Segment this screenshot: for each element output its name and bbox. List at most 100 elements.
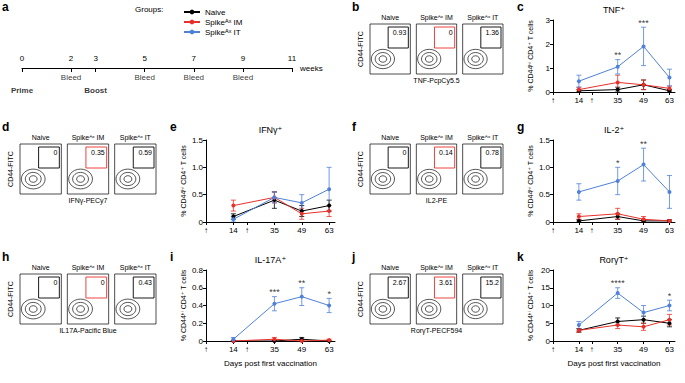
svg-text:35: 35 xyxy=(613,226,622,235)
svg-text:35: 35 xyxy=(613,345,622,354)
svg-text:Naive: Naive xyxy=(32,264,50,271)
svg-text:0: 0 xyxy=(53,149,57,156)
svg-text:k: k xyxy=(517,250,524,264)
svg-text:0: 0 xyxy=(20,54,25,63)
svg-text:20: 20 xyxy=(541,266,550,275)
svg-text:Spikeᴬˣ IT: Spikeᴬˣ IT xyxy=(205,28,241,37)
svg-text:0.14: 0.14 xyxy=(439,149,453,156)
svg-text:CD44-FITC: CD44-FITC xyxy=(357,151,364,187)
svg-text:RorγT⁺: RorγT⁺ xyxy=(599,255,628,265)
svg-text:0: 0 xyxy=(546,88,551,97)
svg-text:CD44-FITC: CD44-FITC xyxy=(357,31,364,67)
svg-text:0.59: 0.59 xyxy=(138,149,152,156)
svg-text:g: g xyxy=(517,120,524,134)
svg-text:14: 14 xyxy=(574,345,583,354)
svg-text:Boost: Boost xyxy=(84,86,107,95)
svg-text:0.8: 0.8 xyxy=(192,266,204,275)
svg-text:d: d xyxy=(2,120,9,134)
svg-text:2: 2 xyxy=(69,54,74,63)
svg-text:Naive: Naive xyxy=(381,134,399,141)
svg-text:% CD44ʰⁱ CD4⁺ T cells: % CD44ʰⁱ CD4⁺ T cells xyxy=(527,20,534,92)
svg-text:IFNγ-PECy7: IFNγ-PECy7 xyxy=(69,197,108,205)
svg-text:Spikeᴬˣ IM: Spikeᴬˣ IM xyxy=(420,264,453,272)
svg-text:0: 0 xyxy=(101,279,105,286)
svg-text:weeks: weeks xyxy=(299,64,323,73)
svg-text:1.0: 1.0 xyxy=(192,163,204,172)
svg-text:15: 15 xyxy=(541,283,550,292)
svg-text:Groups:: Groups: xyxy=(135,5,163,14)
svg-text:14: 14 xyxy=(574,96,583,105)
svg-text:**: ** xyxy=(614,50,622,60)
svg-text:1.0: 1.0 xyxy=(539,163,551,172)
svg-text:0: 0 xyxy=(199,337,204,346)
svg-text:↑: ↑ xyxy=(551,345,555,354)
svg-text:Spikeᴬˣ IT: Spikeᴬˣ IT xyxy=(467,134,499,142)
svg-text:63: 63 xyxy=(325,226,334,235)
svg-text:% CD44ʰⁱ CD4⁺ T cells: % CD44ʰⁱ CD4⁺ T cells xyxy=(180,145,187,217)
svg-text:49: 49 xyxy=(639,96,648,105)
svg-text:b: b xyxy=(352,0,359,14)
svg-text:CD44-FITC: CD44-FITC xyxy=(7,281,14,317)
svg-text:***: *** xyxy=(269,287,280,297)
svg-text:63: 63 xyxy=(325,345,334,354)
svg-text:3: 3 xyxy=(93,54,98,63)
svg-text:Naive: Naive xyxy=(381,14,399,21)
svg-text:14: 14 xyxy=(229,226,238,235)
svg-text:*: * xyxy=(668,291,672,301)
svg-text:0.4: 0.4 xyxy=(192,301,204,310)
svg-text:0.43: 0.43 xyxy=(138,279,152,286)
svg-text:% CD44ʰⁱ CD4⁺ T cells: % CD44ʰⁱ CD4⁺ T cells xyxy=(527,145,534,217)
svg-text:0: 0 xyxy=(546,337,551,346)
svg-text:IL-2⁺: IL-2⁺ xyxy=(604,125,625,135)
svg-text:5: 5 xyxy=(143,54,148,63)
svg-text:Spikeᴬˣ IT: Spikeᴬˣ IT xyxy=(120,264,152,272)
svg-text:IL2-PE: IL2-PE xyxy=(426,197,448,204)
svg-text:3: 3 xyxy=(546,16,551,25)
svg-text:0.5: 0.5 xyxy=(539,190,551,199)
svg-text:e: e xyxy=(170,120,177,134)
svg-text:Spikeᴬˣ IM: Spikeᴬˣ IM xyxy=(205,18,243,27)
svg-text:15.2: 15.2 xyxy=(485,279,499,286)
svg-text:Spikeᴬˣ IT: Spikeᴬˣ IT xyxy=(120,134,152,142)
svg-text:49: 49 xyxy=(639,226,648,235)
svg-text:↑: ↑ xyxy=(590,345,594,354)
svg-text:2: 2 xyxy=(546,40,551,49)
svg-text:↑: ↑ xyxy=(245,226,249,235)
svg-text:TNF⁺: TNF⁺ xyxy=(603,5,625,15)
svg-text:5: 5 xyxy=(546,319,551,328)
svg-text:CD44-FITC: CD44-FITC xyxy=(7,151,14,187)
svg-text:i: i xyxy=(170,250,173,264)
svg-text:1.36: 1.36 xyxy=(485,29,499,36)
svg-text:*: * xyxy=(616,158,620,168)
svg-text:Naive: Naive xyxy=(32,134,50,141)
svg-text:***: *** xyxy=(638,18,649,28)
svg-text:Spikeᴬˣ IM: Spikeᴬˣ IM xyxy=(420,134,453,142)
svg-text:1.5: 1.5 xyxy=(539,136,551,145)
svg-text:Spikeᴬˣ IT: Spikeᴬˣ IT xyxy=(467,264,499,272)
svg-text:Days post first vaccination: Days post first vaccination xyxy=(224,359,317,368)
svg-text:0: 0 xyxy=(53,279,57,286)
svg-text:Bleed: Bleed xyxy=(134,73,154,82)
svg-text:0: 0 xyxy=(546,218,551,227)
svg-text:% CD44ʰⁱ CD4⁺ T cells: % CD44ʰⁱ CD4⁺ T cells xyxy=(527,269,534,341)
svg-text:3.61: 3.61 xyxy=(439,279,453,286)
svg-text:RorγT-PECF594: RorγT-PECF594 xyxy=(411,327,462,335)
svg-text:0.78: 0.78 xyxy=(485,149,499,156)
svg-text:Spikeᴬˣ IM: Spikeᴬˣ IM xyxy=(72,134,105,142)
svg-text:% CD44ʰⁱ CD4⁺ T cells: % CD44ʰⁱ CD4⁺ T cells xyxy=(180,269,187,341)
svg-text:Prime: Prime xyxy=(11,86,34,95)
svg-text:Bleed: Bleed xyxy=(61,73,81,82)
svg-text:****: **** xyxy=(611,278,626,288)
svg-text:11: 11 xyxy=(288,54,297,63)
svg-text:49: 49 xyxy=(297,226,306,235)
svg-text:IL17A-Pacific Blue: IL17A-Pacific Blue xyxy=(59,327,116,334)
svg-text:↑: ↑ xyxy=(245,345,249,354)
svg-text:2.67: 2.67 xyxy=(393,279,407,286)
svg-text:a: a xyxy=(2,0,9,14)
svg-text:IFNγ⁺: IFNγ⁺ xyxy=(259,125,283,135)
svg-text:1: 1 xyxy=(546,64,551,73)
svg-text:IL-17A⁺: IL-17A⁺ xyxy=(255,255,287,265)
svg-text:35: 35 xyxy=(613,96,622,105)
svg-text:**: ** xyxy=(298,278,306,288)
svg-text:Spikeᴬˣ IM: Spikeᴬˣ IM xyxy=(72,264,105,272)
